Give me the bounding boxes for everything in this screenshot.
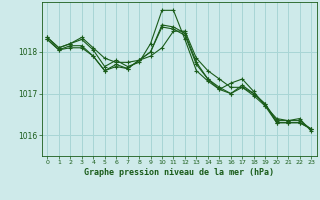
X-axis label: Graphe pression niveau de la mer (hPa): Graphe pression niveau de la mer (hPa) — [84, 168, 274, 177]
